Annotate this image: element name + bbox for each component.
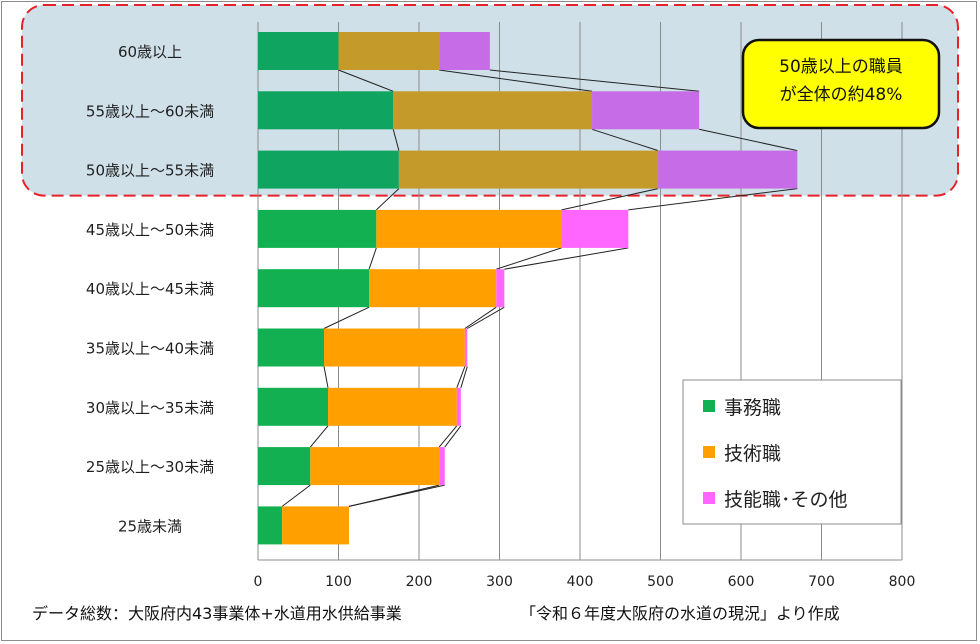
x-tick-label: 600: [728, 574, 755, 590]
legend-label: 事務職: [724, 397, 781, 419]
callout-text-line: が全体の約48%: [780, 85, 903, 105]
x-tick-label: 800: [889, 574, 916, 590]
series-connector-line: [323, 306, 370, 329]
bar-segment: [398, 150, 659, 189]
legend-label: 技能職･その他: [724, 489, 848, 511]
series-connector-line: [375, 188, 400, 211]
category-label: 35歳以上～40未満: [86, 340, 214, 358]
x-tick-label: 500: [647, 574, 674, 590]
series-connector-line: [439, 69, 593, 92]
bar-segment: [258, 447, 311, 486]
series-connector-line: [323, 366, 329, 388]
legend-box: [682, 379, 902, 525]
bar-segment: [258, 387, 329, 426]
series-connector-line: [456, 366, 466, 388]
bar-segment: [439, 447, 445, 486]
series-connector-line: [438, 425, 458, 448]
bar-segment: [592, 91, 700, 130]
legend-label: 技術職: [724, 443, 781, 465]
series-connector-line: [496, 247, 562, 270]
x-tick-label: 100: [325, 574, 352, 590]
series-connector-line: [464, 306, 497, 329]
bar-segment: [258, 506, 283, 545]
x-tick-label: 200: [406, 574, 433, 590]
bar-segment: [456, 387, 461, 426]
series-connector-line: [309, 425, 329, 448]
bar-segment: [464, 328, 468, 367]
series-connector-line: [281, 484, 311, 507]
bar-segment: [310, 447, 440, 486]
bar-segment: [338, 32, 440, 70]
bar-segment: [393, 91, 593, 130]
bar-segment: [324, 328, 465, 367]
legend-swatch: [703, 446, 715, 458]
series-connector-line: [467, 306, 505, 329]
legend-swatch: [703, 400, 715, 412]
series-connector-line: [348, 484, 445, 507]
bar-segment: [282, 506, 349, 545]
bar-segment: [369, 269, 497, 308]
bar-segment: [258, 328, 325, 367]
bar-segment: [328, 387, 457, 426]
category-label: 60歳以上: [118, 43, 182, 61]
series-connector-line: [444, 425, 462, 448]
series-connector-line: [561, 188, 659, 211]
category-label: 30歳以上～35未満: [86, 399, 214, 417]
series-connector-line: [628, 188, 798, 211]
series-connector-line: [489, 69, 700, 92]
series-connector-line: [699, 128, 798, 152]
bar-segment: [496, 269, 505, 308]
category-label: 25歳未満: [118, 517, 182, 535]
bar-segment: [258, 91, 394, 130]
bar-segment: [258, 269, 370, 308]
bar-segment: [658, 150, 798, 189]
x-tick-label: 700: [808, 574, 835, 590]
category-label: 55歳以上～60未満: [86, 102, 214, 120]
x-tick-label: 0: [254, 574, 263, 590]
series-connector-line: [338, 69, 394, 92]
series-connector-line: [504, 247, 629, 270]
footnote-source: 「令和６年度大阪府の水道の現況」より作成: [520, 604, 840, 623]
series-connector-line: [591, 128, 659, 152]
series-connector-line: [368, 247, 377, 270]
bar-segment: [376, 209, 562, 248]
x-tick-label: 400: [567, 574, 594, 590]
footnote-data-count: データ総数：大阪府内43事業体+水道用水供給事業: [32, 604, 402, 623]
category-label: 50歳以上～55未満: [86, 162, 214, 180]
bar-segment: [439, 32, 490, 70]
callout-box: [741, 38, 941, 130]
legend-swatch: [703, 492, 715, 504]
x-tick-label: 300: [486, 574, 513, 590]
series-connector-line: [460, 366, 468, 388]
series-connector-line: [392, 129, 400, 151]
callout-text-line: 50歳以上の職員: [779, 57, 903, 77]
bar-segment: [561, 209, 629, 248]
category-label: 25歳以上～30未満: [86, 458, 214, 476]
bar-segment: [258, 150, 399, 189]
category-label: 45歳以上～50未満: [86, 221, 214, 239]
bar-segment: [258, 209, 377, 248]
bar-segment: [258, 32, 339, 70]
category-label: 40歳以上～45未満: [86, 280, 214, 298]
